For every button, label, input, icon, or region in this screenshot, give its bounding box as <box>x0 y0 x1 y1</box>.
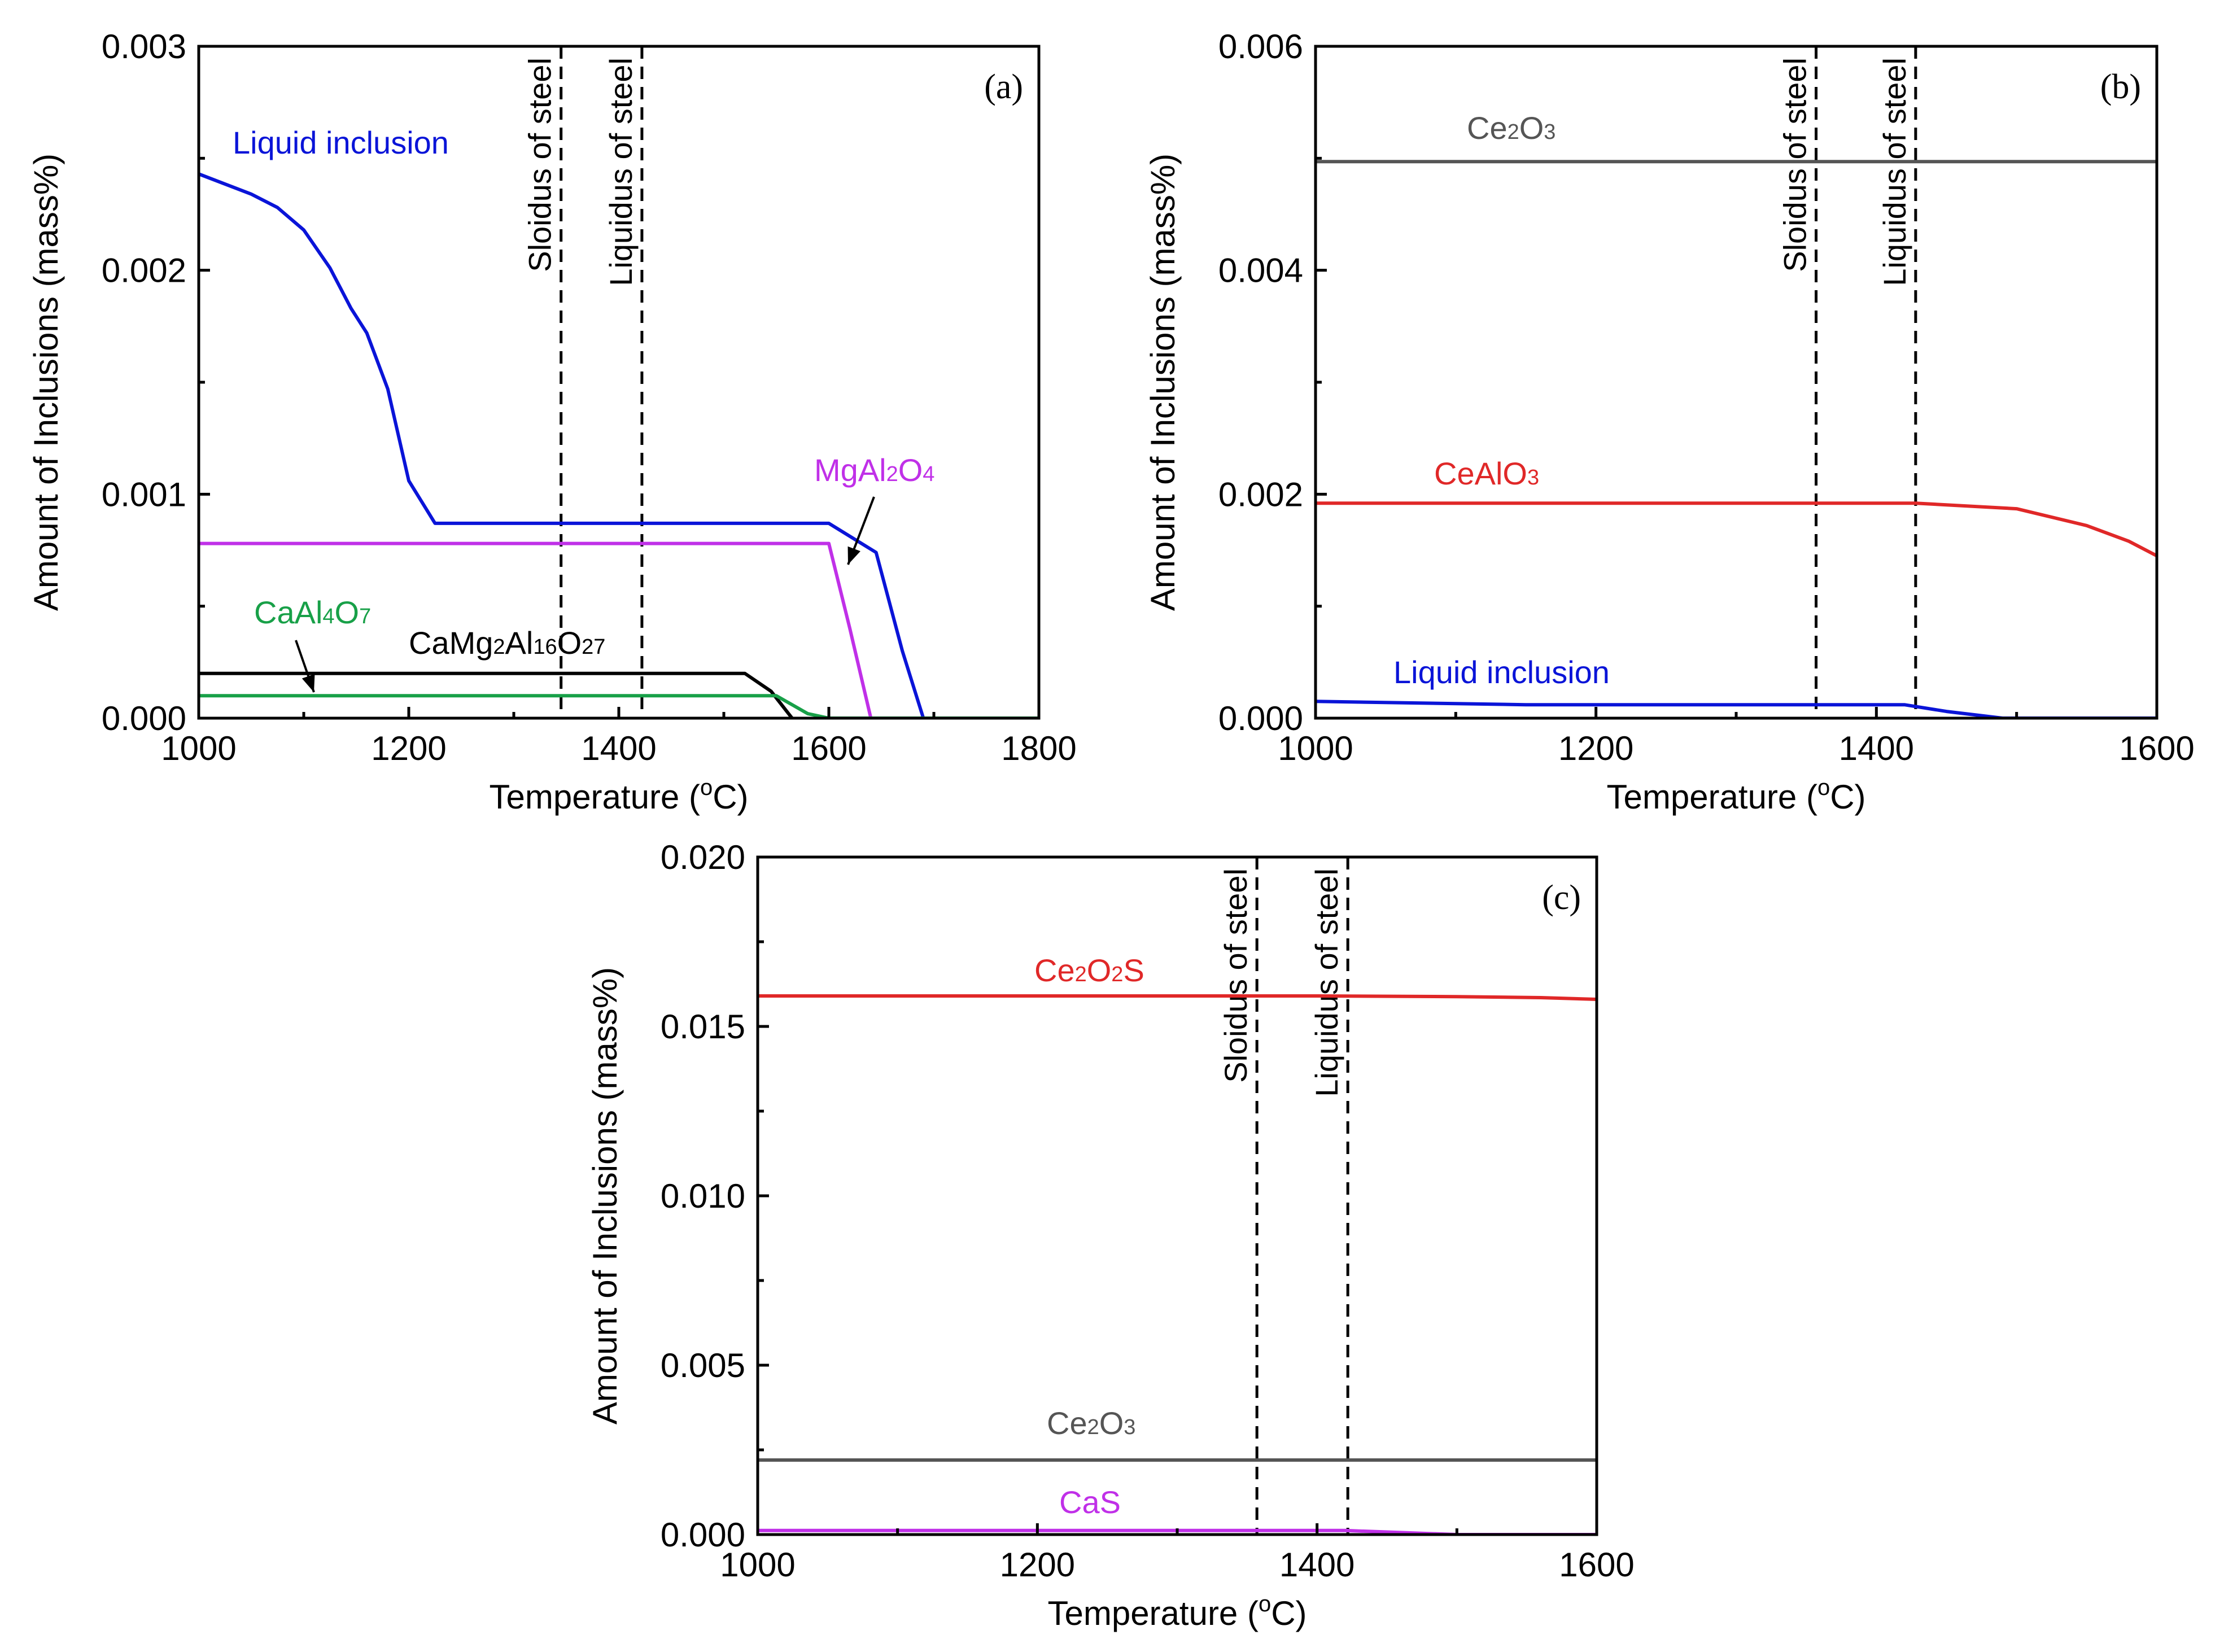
panel-0-series-line-1 <box>199 541 873 718</box>
panel-1-x-tick-label: 1200 <box>1558 729 1633 767</box>
panel-2-series-label-2: CaS <box>1059 1484 1121 1520</box>
annotation-arrowhead-0 <box>847 546 860 565</box>
panel-1-series-label-0: Ce2O3 <box>1467 110 1556 146</box>
panel-2-panel-label: (c) <box>1542 879 1581 917</box>
panel-2-series-line-2 <box>758 1528 1597 1535</box>
panel-2-y-axis-label: Amount of Inclusions (mass%) <box>586 967 624 1424</box>
panel-0-y-tick-label: 0.001 <box>102 475 186 513</box>
panel-2-y-tick-label: 0.015 <box>661 1008 745 1046</box>
panel-1-x-axis-label: Temperature (oC) <box>1606 775 1865 816</box>
panel-2-vline-label-1: Liquidus of steel <box>1309 868 1344 1097</box>
panel-1-y-tick-label: 0.004 <box>1218 252 1303 290</box>
panel-1-vline-label-0: Sloidus of steel <box>1777 58 1813 272</box>
panel-2-x-tick-label: 1400 <box>1279 1546 1355 1584</box>
panel-2-y-tick-label: 0.010 <box>661 1177 745 1215</box>
panel-2-series-line-0 <box>758 994 1597 1001</box>
panel-0-series-label-0: Liquid inclusion <box>233 125 449 160</box>
panel-2-y-tick-label: 0.000 <box>661 1516 745 1554</box>
panel-2-y-tick-label: 0.020 <box>661 838 745 876</box>
panel-2-y-tick-label: 0.005 <box>661 1347 745 1384</box>
panel-1-x-tick-label: 1600 <box>2119 729 2194 767</box>
panel-0-x-tick-label: 1600 <box>791 729 866 767</box>
panel-0-x-axis-label: Temperature (oC) <box>489 775 748 816</box>
panel-0-y-tick-label: 0.003 <box>102 28 186 65</box>
panel-1-y-tick-label: 0.002 <box>1218 475 1303 513</box>
panel-0-series-label-2: CaMg2Al16O27 <box>409 625 605 661</box>
panel-0-vline-label-0: Sloidus of steel <box>522 58 558 272</box>
chart-panel-2: Sloidus of steel Liquidus of steel 1000 120… <box>586 838 1635 1632</box>
panel-1-series-label-2: Liquid inclusion <box>1393 654 1610 690</box>
panel-0-vline-label-1: Liquidus of steel <box>603 58 639 286</box>
panel-0-series-line-0 <box>199 172 925 718</box>
panel-1-series-line-1 <box>1316 501 2157 558</box>
panel-0-series-label-1: MgAl2O4 <box>814 452 934 488</box>
panel-1-x-tick-label: 1000 <box>1278 729 1353 767</box>
panel-0-y-tick-label: 0.000 <box>102 700 186 737</box>
panel-0-x-tick-label: 1800 <box>1001 729 1076 767</box>
panel-1-x-tick-label: 1400 <box>1839 729 1914 767</box>
annotation-arrowhead-1 <box>302 674 315 692</box>
panel-1-y-tick-label: 0.006 <box>1218 28 1303 65</box>
panel-0-x-tick-label: 1000 <box>161 729 236 767</box>
panel-1-axes-frame <box>1314 45 2159 720</box>
panel-0-x-tick-label: 1200 <box>371 729 446 767</box>
panel-2-vline-label-0: Sloidus of steel <box>1218 868 1253 1083</box>
panel-1-y-tick-label: 0.000 <box>1218 700 1303 737</box>
panel-1-series-line-2 <box>1316 700 2157 718</box>
panel-0-annotation-arrows <box>295 496 875 693</box>
panel-2-x-tick-label: 1600 <box>1559 1546 1634 1584</box>
panel-1-series-label-1: CeAlO3 <box>1434 456 1539 491</box>
chart-panel-0: Sloidus of steel Liquidus of steel 1000 120… <box>27 28 1077 816</box>
panel-2-series-label-1: Ce2O3 <box>1047 1405 1135 1441</box>
panel-2-x-axis-label: Temperature (oC) <box>1047 1592 1307 1632</box>
panel-2-x-tick-label: 1000 <box>720 1546 795 1584</box>
panel-2-axes-frame <box>756 855 1598 1536</box>
panel-2-series-label-0: Ce2O2S <box>1034 952 1144 988</box>
panel-1-vline-label-1: Liquidus of steel <box>1877 58 1912 286</box>
panel-0-x-tick-label: 1400 <box>581 729 656 767</box>
panel-1-panel-label: (b) <box>2100 68 2141 106</box>
panel-0-y-axis-label: Amount of Inclusions (mass%) <box>27 154 65 611</box>
panel-2-x-tick-label: 1200 <box>1000 1546 1075 1584</box>
panel-1-y-axis-label: Amount of Inclusions (mass%) <box>1144 154 1182 611</box>
chart-panel-1: Sloidus of steel Liquidus of steel 1000 120… <box>1144 28 2195 816</box>
panel-0-panel-label: (a) <box>984 68 1023 106</box>
panel-0-series-label-3: CaAl4O7 <box>254 595 371 630</box>
panel-0-series-line-3 <box>199 694 1039 718</box>
panel-0-y-tick-label: 0.002 <box>102 252 186 290</box>
